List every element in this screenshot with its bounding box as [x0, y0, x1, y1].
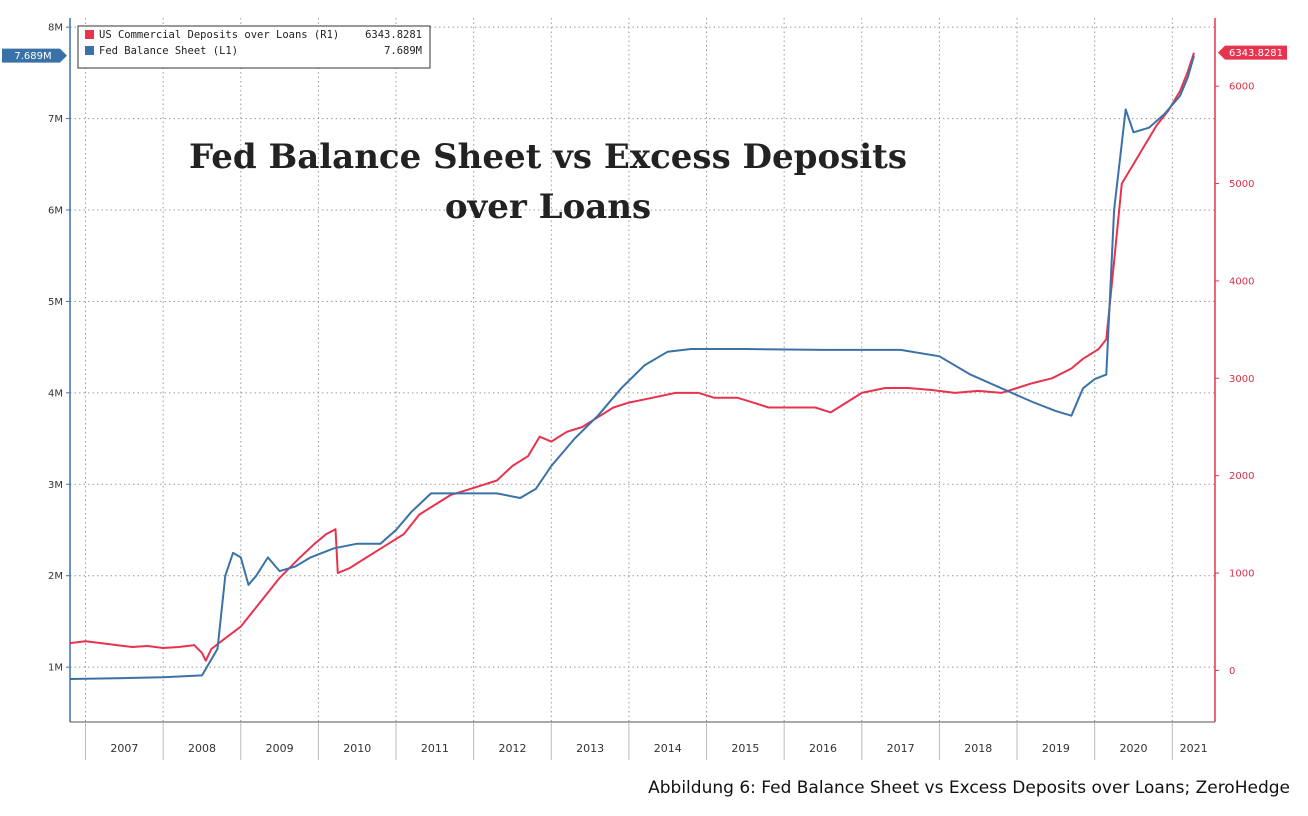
x-tick-label: 2007: [110, 742, 138, 755]
x-tick-label: 2014: [654, 742, 682, 755]
left-tick-label: 5M: [48, 297, 63, 308]
legend-value: 6343.8281: [365, 29, 422, 41]
left-last-value-flag: 7.689M: [2, 48, 67, 63]
left-flag-value: 7.689M: [14, 51, 51, 62]
x-tick-label: 2010: [343, 742, 371, 755]
x-tick-label: 2017: [887, 742, 915, 755]
legend-swatch: [85, 30, 94, 39]
right-tick-label: 3000: [1229, 374, 1254, 385]
series-line-deposits-over-loans: [69, 52, 1195, 662]
plot-area: [70, 18, 1215, 722]
left-flag-shape: [2, 48, 67, 63]
x-tick-label: 2021: [1180, 742, 1208, 755]
right-tick-label: 1000: [1229, 569, 1254, 580]
legend-swatch: [85, 46, 94, 55]
left-tick-label: 8M: [48, 23, 63, 34]
x-tick-label: 2013: [576, 742, 604, 755]
right-last-value-flag: 6343.8281: [1218, 45, 1287, 60]
x-tick-label: 2019: [1042, 742, 1070, 755]
x-tick-label: 2016: [809, 742, 837, 755]
x-tick-label: 2008: [188, 742, 216, 755]
legend-box: [77, 25, 431, 69]
series-line-fed-balance-sheet: [69, 55, 1195, 680]
chart-title-line: over Loans: [445, 187, 651, 227]
legend-label: Fed Balance Sheet (L1): [99, 45, 238, 57]
left-tick-label: 1M: [48, 663, 63, 674]
right-flag-shape: [1218, 45, 1287, 60]
x-axis-band: [70, 723, 1215, 773]
left-tick-label: 4M: [48, 388, 63, 399]
right-tick-label: 4000: [1229, 276, 1254, 287]
left-tick-label: 2M: [48, 571, 63, 582]
right-tick-label: 2000: [1229, 471, 1254, 482]
legend: US Commercial Deposits over Loans (R1) 63…: [77, 25, 431, 69]
left-tick-label: 3M: [48, 480, 63, 491]
right-tick-label: 0: [1229, 666, 1235, 677]
right-tick-label: 5000: [1229, 179, 1254, 190]
left-tick-label: 6M: [48, 206, 63, 217]
figure-caption: Abbildung 6: Fed Balance Sheet vs Excess…: [648, 778, 1290, 798]
legend-label: US Commercial Deposits over Loans (R1): [99, 29, 339, 41]
left-tick-label: 7M: [48, 114, 63, 125]
x-tick-label: 2009: [266, 742, 294, 755]
x-tick-label: 2015: [731, 742, 759, 755]
right-flag-value: 6343.8281: [1229, 48, 1283, 59]
x-tick-label: 2018: [964, 742, 992, 755]
x-tick-label: 2011: [421, 742, 449, 755]
legend-value: 7.689M: [384, 45, 422, 57]
right-tick-label: 6000: [1229, 82, 1254, 93]
x-tick-label: 2012: [498, 742, 526, 755]
chart-title-line: Fed Balance Sheet vs Excess Deposits: [189, 137, 907, 177]
x-tick-label: 2020: [1119, 742, 1147, 755]
